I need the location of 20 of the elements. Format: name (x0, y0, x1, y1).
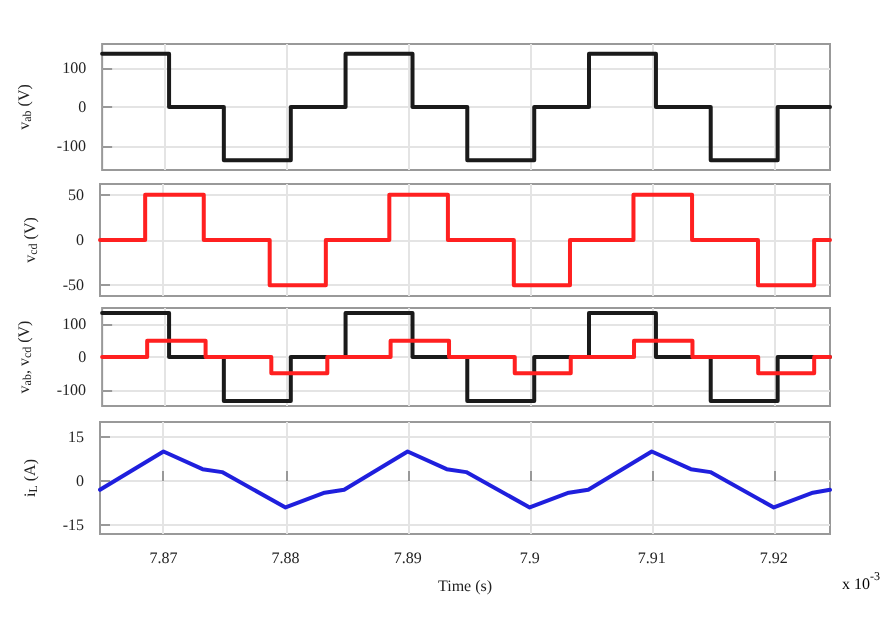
line-series (98, 449, 832, 510)
y-tick-label: -50 (62, 276, 84, 295)
y-tick-label: -15 (62, 516, 84, 535)
x-tick-label: 7.88 (271, 549, 300, 567)
y-tick-label: 100 (62, 315, 87, 334)
x-tick-label: 7.87 (149, 549, 178, 567)
y-tick-label: 0 (76, 471, 84, 490)
x-axis-title: Time (s) (437, 577, 493, 595)
y-tick-label: 0 (76, 231, 84, 249)
y-tick-label: 100 (62, 58, 87, 77)
x-tick-label: 7.92 (759, 549, 788, 567)
x-tick-label: 7.91 (637, 549, 666, 567)
y-tick-label: 0 (78, 348, 87, 366)
x-tick-label: 7.89 (393, 549, 422, 567)
y-tick-label: -100 (56, 137, 87, 156)
y-tick-label: 15 (68, 427, 84, 446)
x-tick-label: 7.9 (519, 549, 540, 567)
y-tick-label: -100 (56, 380, 87, 399)
y-tick-label: 0 (78, 98, 87, 116)
y-tick-label: 50 (68, 185, 84, 204)
